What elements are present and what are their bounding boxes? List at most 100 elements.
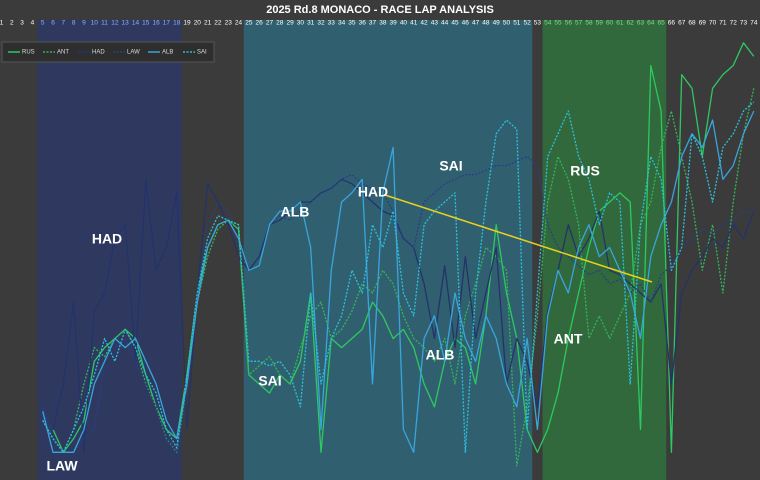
x-tick-label: 5 [41,20,45,27]
x-tick-label: 63 [637,20,645,27]
x-tick-label: 59 [596,20,604,27]
annotation: HAD [358,184,388,200]
x-tick-label: 11 [101,20,108,27]
x-tick-label: 22 [214,20,222,27]
x-tick-label: 26 [256,20,264,27]
x-tick-label: 38 [379,20,387,27]
lines [42,42,755,467]
legend-label: ANT [57,50,69,56]
x-tick-label: 56 [565,20,573,27]
legend-label: ALB [162,50,173,56]
x-tick-label: 28 [276,20,284,27]
x-tick-label: 2 [10,20,14,27]
x-tick-label: 32 [317,20,325,27]
x-tick-label: 30 [297,20,305,27]
x-tick-label: 9 [82,20,86,27]
x-tick-label: 24 [235,20,243,27]
series-line [42,110,755,453]
legend-label: HAD [92,50,105,56]
x-tick-label: 66 [668,20,676,27]
legend-label: LAW [127,50,140,56]
x-tick-label: 52 [523,20,531,27]
x-tick-label: 68 [688,20,696,27]
x-tick-label: 72 [730,20,738,27]
x-tick-label: 73 [740,20,748,27]
x-tick-label: 60 [606,20,614,27]
x-tick-label: 23 [225,20,233,27]
x-tick-label: 41 [410,20,418,27]
x-tick-label: 58 [585,20,593,27]
legend-label: RUS [22,50,35,56]
x-tick-label: 13 [122,20,130,27]
x-tick-label: 42 [420,20,428,27]
x-tick-label: 45 [451,20,459,27]
annotation: LAW [46,458,78,474]
series-line [42,155,754,453]
x-tick-label: 4 [31,20,35,27]
stint-band [37,20,182,480]
x-tick-label: 33 [328,20,336,27]
x-tick-label: 1 [0,20,4,27]
x-tick-label: 62 [627,20,635,27]
x-tick-label: 14 [132,20,140,27]
x-tick-label: 48 [482,20,490,27]
x-tick-label: 7 [62,20,66,27]
chart-title: 2025 Rd.8 MONACO - RACE LAP ANALYSIS [266,4,494,16]
series-line [42,101,755,453]
x-tick-label: 49 [493,20,501,27]
stint-band [243,20,533,480]
x-tick-label: 64 [647,20,655,27]
x-tick-label: 20 [194,20,202,27]
annotation: SAI [258,373,281,389]
x-tick-label: 15 [142,20,150,27]
x-tick-label: 39 [390,20,398,27]
x-tick-label: 55 [554,20,562,27]
x-tick-label: 43 [431,20,439,27]
x-tick-label: 47 [472,20,480,27]
x-tick-label: 3 [20,20,24,27]
x-tick-label: 61 [616,20,624,27]
annotations: HAD ALB HAD SAI RUS SAI ALB ANT LAW [46,158,599,474]
x-tick-label: 50 [503,20,511,27]
x-tick-label: 46 [462,20,470,27]
x-tick-label: 12 [111,20,119,27]
legend [1,41,215,63]
x-tick-label: 10 [91,20,99,27]
x-tick-label: 69 [699,20,707,27]
annotation: SAI [439,158,462,174]
x-tick-label: 16 [152,20,160,27]
x-tick-label: 8 [72,20,76,27]
x-tick-label: 53 [534,20,542,27]
x-tick-label: 54 [544,20,552,27]
legend-label: SAI [197,50,207,56]
x-tick-label: 37 [369,20,377,27]
annotation: ALB [426,347,455,363]
x-tick-label: 40 [400,20,408,27]
x-tick-label: 27 [266,20,274,27]
x-tick-label: 29 [286,20,294,27]
bands [37,20,667,480]
legend-items: RUS ANT HAD LAW ALB SAI [8,50,207,56]
x-tick-label: 36 [359,20,367,27]
annotation: HAD [92,231,122,247]
x-tick-label: 18 [173,20,181,27]
annotation: RUS [570,163,600,179]
x-ticks: 1 2 3 4 5 6 7 8 9 10 11 12 13 14 15 16 17 18 19 20 21 22 23 24 2… [0,20,758,27]
trend-line [384,194,653,283]
annotation: ALB [281,204,310,220]
x-tick-label: 34 [338,20,346,27]
x-tick-label: 31 [307,20,315,27]
x-tick-label: 71 [719,20,727,27]
x-tick-label: 44 [441,20,449,27]
x-tick-label: 70 [709,20,717,27]
x-tick-label: 65 [657,20,665,27]
x-tick-label: 19 [183,20,191,27]
x-tick-label: 25 [245,20,253,27]
x-tick-label: 6 [51,20,55,27]
x-tick-label: 51 [513,20,521,27]
x-tick-label: 17 [163,20,171,27]
x-tick-label: 74 [750,20,758,27]
x-tick-label: 21 [204,20,212,27]
x-tick-label: 35 [348,20,356,27]
